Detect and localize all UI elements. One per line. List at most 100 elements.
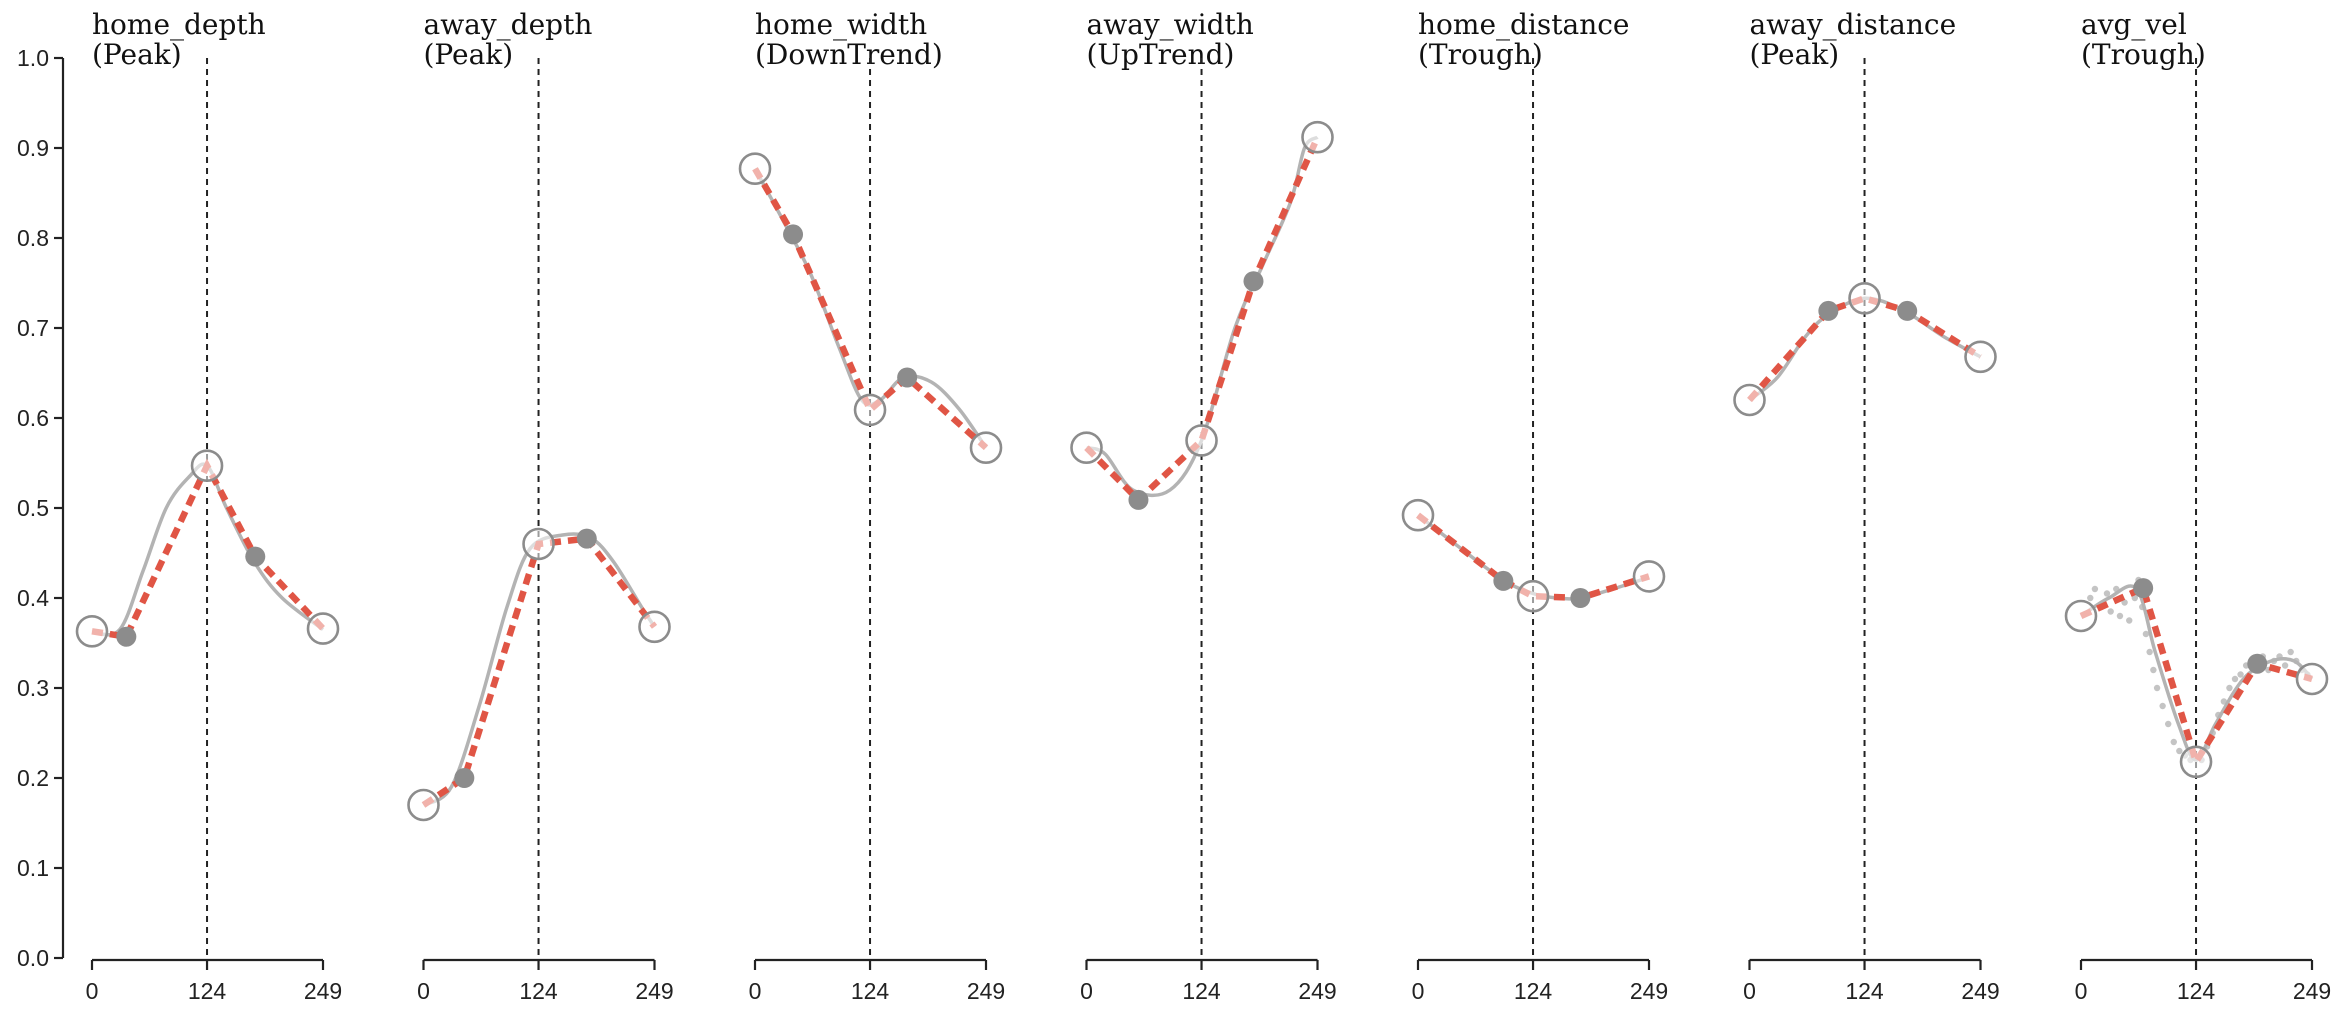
x-tick-label: 124 [1845,978,1884,1004]
interior-point-marker [576,528,597,549]
x-tick-label: 0 [1080,978,1093,1004]
panel-title: away_width [1087,8,1254,41]
interior-point-marker [1493,570,1514,591]
scatter-point [2170,738,2177,746]
anchor-point-marker [190,449,224,483]
scatter-point [2231,675,2239,683]
y-tick-label: 0.7 [17,315,49,341]
x-tick-label: 0 [1412,978,1425,1004]
scatter-point [2131,594,2139,602]
x-tick-label: 249 [2293,978,2331,1004]
scatter-point [2107,608,2114,615]
x-tick-label: 0 [1743,978,1756,1004]
panel-title: away_depth [424,8,593,41]
fitted-line [1084,135,1321,505]
x-tick-label: 124 [188,978,227,1004]
panel-away-distance: away_distance(Peak) 0 124 249 [1733,8,2000,1004]
interior-point-marker [116,626,137,647]
y-axis: 0.0 0.1 0.2 0.3 0.4 0.5 0.6 0.7 0.8 0.9 1.0 [17,45,65,971]
x-tick-label: 249 [635,978,673,1004]
x-tick-label: 249 [1961,978,1999,1004]
panel-pattern-label: (UpTrend) [1087,38,1235,71]
scatter-point [2237,671,2244,678]
panel-pattern-label: (Peak) [1750,38,1840,71]
anchor-point-marker [2295,662,2329,696]
panel-home-depth: home_depth(Peak) 0 124 249 [75,8,342,1004]
anchor-point-marker [638,610,671,644]
interior-point-marker [2133,578,2154,599]
panel-away-depth: away_depth(Peak) 0 124 249 [407,8,674,1004]
x-tick-label: 124 [1182,978,1221,1004]
interior-point-marker [1128,489,1149,510]
panel-home-distance: home_distance(Trough) 0 124 249 [1401,8,1668,1004]
interior-point-marker [2247,653,2268,674]
panel-pattern-label: (Peak) [424,38,514,71]
scatter-point [2121,599,2128,606]
y-tick-label: 0.2 [17,765,49,791]
interior-point-marker [1243,271,1264,292]
fitted-line [2079,583,2313,770]
x-tick-label: 0 [417,978,430,1004]
scatter-point [2153,684,2161,692]
panel-title: home_distance [1418,8,1630,41]
scatter-point [2116,612,2124,620]
y-tick-label: 0.5 [17,495,49,521]
panel-avg-vel: avg_vel(Trough) 0 124 249 [2064,8,2331,1004]
anchor-point-marker [1632,560,1666,593]
anchor-point-marker [1301,120,1334,154]
y-tick-label: 0.9 [17,135,49,161]
y-tick-label: 0.8 [17,225,49,251]
anchor-point-marker [407,788,440,822]
scatter-point [2281,662,2289,669]
anchor-point-marker [75,614,109,648]
x-tick-label: 124 [2177,978,2216,1004]
y-tick-label: 0.3 [17,675,49,701]
panel-pattern-label: (DownTrend) [755,38,943,71]
panel-title: avg_vel [2081,8,2187,41]
panel-title: home_width [755,8,927,41]
scatter-point [2103,590,2111,597]
anchor-point-marker [853,393,887,427]
fitted-line [1747,294,1983,403]
panel-title: home_depth [92,8,266,41]
interior-point-marker [783,224,804,245]
panel-pattern-label: (Trough) [2081,38,2206,71]
anchor-point-marker [1964,340,1997,374]
y-tick-label: 1.0 [17,45,49,71]
scatter-point [2226,684,2233,692]
x-tick-label: 0 [86,978,99,1004]
interior-point-marker [1818,300,1839,321]
scatter-point [2176,747,2183,755]
scatter-point [2146,648,2153,656]
anchor-point-marker [969,431,1003,465]
anchor-point-marker [1401,498,1435,532]
scatter-point [2165,720,2172,728]
x-tick-label: 249 [1630,978,1668,1004]
anchor-point-marker [1185,424,1218,457]
x-tick-label: 0 [2075,978,2088,1004]
x-tick-label: 124 [851,978,890,1004]
scatter-point [2159,702,2166,710]
scatter-point [2087,594,2094,602]
anchor-point-marker [1070,431,1103,465]
panel-pattern-label: (Peak) [92,38,182,71]
anchor-point-marker [738,152,772,185]
x-tick-label: 249 [967,978,1005,1004]
x-tick-label: 124 [1514,978,1553,1004]
panel-home-width: home_width(DownTrend) 0 124 249 [738,8,1005,1004]
anchor-point-marker [1848,281,1881,315]
fitted-line [752,167,989,451]
interior-point-marker [897,367,918,388]
scatter-point [2150,666,2157,674]
anchor-point-marker [522,527,555,561]
anchor-point-marker [1516,579,1550,613]
scatter-point [2091,585,2099,593]
scatter-point [2287,648,2294,656]
x-tick-label: 249 [304,978,342,1004]
y-tick-label: 0.0 [17,945,49,971]
y-tick-label: 0.1 [17,855,49,881]
panel-pattern-label: (Trough) [1418,38,1543,71]
scatter-point [2126,617,2133,624]
